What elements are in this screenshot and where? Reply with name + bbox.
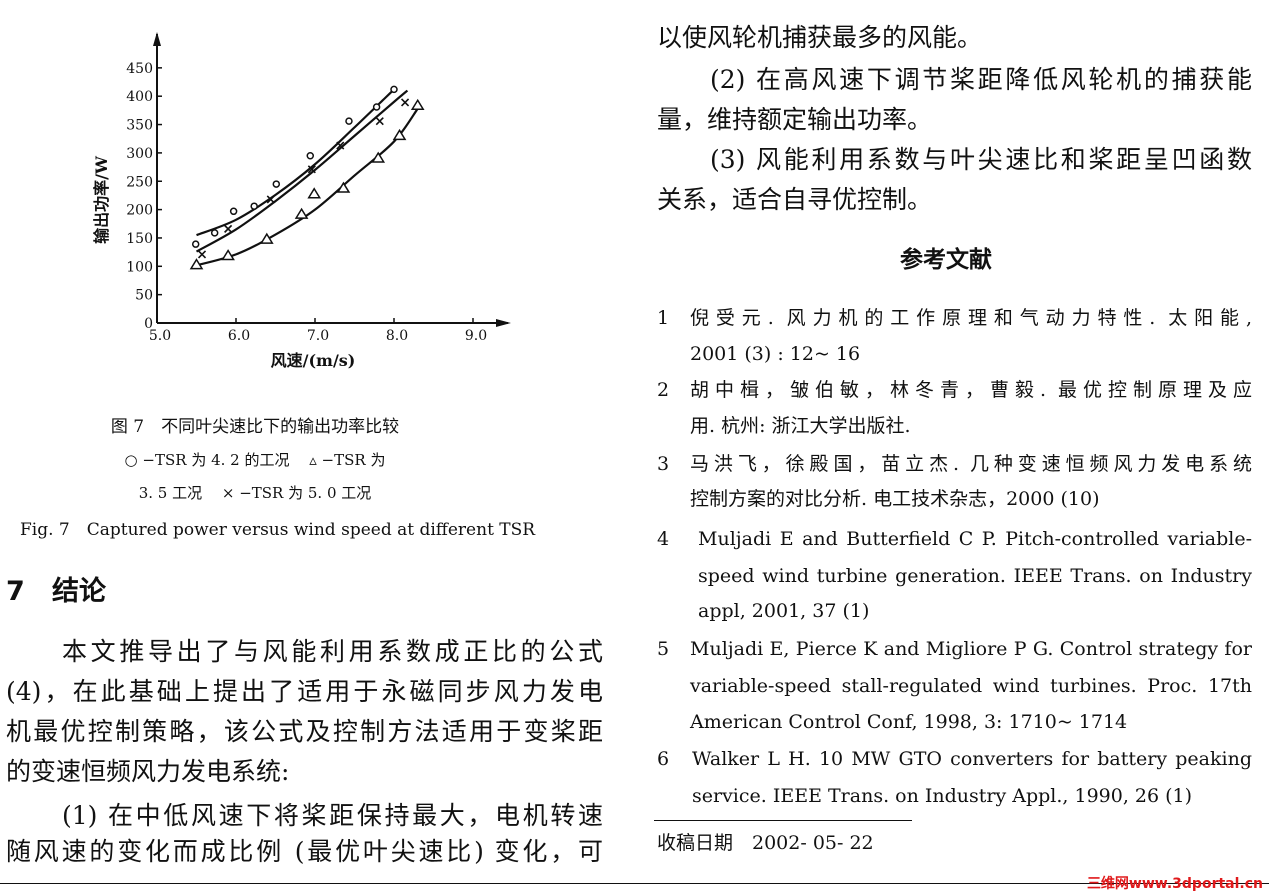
data-point-circle — [229, 207, 238, 216]
x-tick-label: 6.0 — [228, 328, 250, 344]
reference-line: service. IEEE Trans. on Industry Appl., … — [692, 785, 1193, 807]
reference-number: 5 — [657, 638, 670, 660]
paragraph-line: 本文推导出了与风能利用系数成正比的公式 — [62, 637, 603, 666]
reference-line: 胡中楫，皱伯敏，林冬青，曹毅. 最优控制原理及应 — [690, 379, 1252, 401]
data-point-triangle — [294, 207, 309, 219]
section-number: 7 — [6, 576, 25, 607]
received-date: 收稿日期 2002- 05- 22 — [657, 832, 874, 854]
paragraph-line: 随风速的变化而成比例 (最优叶尖速比) 变化，可 — [6, 837, 603, 866]
reference-line: 倪受元. 风力机的工作原理和气动力特性. 太阳能, — [690, 307, 1252, 329]
reference-line: 控制方案的对比分析. 电工技术杂志，2000 (10) — [690, 488, 1100, 510]
paragraph-line: (3) 风能利用系数与叶尖速比和桨距呈凹函数 — [710, 145, 1252, 174]
reference-line: variable-speed stall-regulated wind turb… — [690, 675, 1252, 697]
y-tick-label: 200 — [126, 203, 153, 219]
data-point-cross — [336, 141, 345, 150]
data-point-circle — [390, 85, 398, 94]
data-point-triangle — [371, 151, 386, 163]
data-point-triangle — [410, 98, 425, 111]
reference-line: appl, 2001, 37 (1) — [698, 600, 870, 622]
reference-line: Walker L H. 10 MW GTO converters for bat… — [692, 748, 1252, 770]
paragraph-line: 机最优控制策略，该公式及控制方法适用于变桨距 — [6, 717, 603, 746]
data-point-triangle — [259, 232, 274, 244]
watermark-logo: 三维网www.3dportal.cn — [1086, 876, 1263, 892]
data-point-cross — [400, 98, 410, 107]
data-point-circle — [345, 117, 353, 125]
paragraph-line: 以使风轮机捕获最多的风能。 — [657, 23, 983, 52]
paragraph-line: (2) 在高风速下调节桨距降低风轮机的捕获能 — [710, 65, 1252, 94]
figure-legend-line1: ○ −TSR 为 4. 2 的工况 ▵ −TSR 为 — [124, 451, 386, 469]
y-tick-label: 350 — [126, 118, 153, 134]
y-tick-label: 450 — [126, 61, 153, 77]
data-point-circle — [306, 151, 315, 160]
reference-number: 4 — [657, 528, 670, 550]
page-bottom-rule — [0, 883, 1269, 884]
x-tick-label: 9.0 — [465, 328, 487, 344]
x-axis-arrow — [496, 319, 511, 327]
y-axis-label: 输出功率/W — [92, 155, 111, 244]
data-point-circle — [210, 229, 219, 237]
paragraph-line: 关系，适合自寻优控制。 — [657, 185, 933, 214]
figure-caption-title: 图 7 不同叶尖速比下的输出功率比较 — [110, 417, 400, 437]
data-point-triangle — [221, 249, 235, 261]
power-vs-windspeed-chart: 0 50 100 150 200 250 300 350 400 450 5.0 6.0 7.0 8.0 9… — [92, 32, 511, 370]
paragraph-line: (4)，在此基础上提出了适用于永磁同步风力发电 — [6, 677, 603, 706]
section-title: 结论 — [52, 576, 106, 607]
x-tick-label: 5.0 — [149, 328, 171, 344]
reference-number: 2 — [657, 379, 670, 401]
y-tick-label: 400 — [126, 89, 153, 105]
data-point-cross — [197, 250, 207, 259]
reference-number: 1 — [657, 307, 670, 329]
data-point-circle — [191, 240, 200, 248]
reference-number: 3 — [657, 453, 670, 475]
data-point-cross — [307, 165, 316, 174]
y-tick-label: 150 — [126, 231, 153, 247]
data-point-cross — [266, 195, 275, 204]
data-point-triangle — [336, 181, 351, 193]
y-tick-label: 250 — [126, 174, 153, 190]
y-axis-arrow — [153, 32, 161, 46]
reference-line: American Control Conf, 1998, 3: 1710~ 17… — [690, 711, 1128, 733]
data-point-triangle — [307, 187, 322, 199]
data-point-circle — [272, 180, 281, 188]
reference-line: speed wind turbine generation. IEEE Tran… — [698, 565, 1252, 587]
references-heading: 参考文献 — [900, 247, 992, 273]
reference-line: 2001 (3) : 12~ 16 — [690, 343, 861, 365]
data-point-circle — [250, 202, 258, 210]
data-point-cross — [375, 117, 384, 126]
y-tick-label: 100 — [126, 259, 153, 275]
footnote-divider — [654, 820, 912, 821]
figure-legend-line2: 3. 5 工况 × −TSR 为 5. 0 工况 — [138, 484, 372, 502]
data-point-triangle — [392, 128, 407, 141]
paragraph-line: 量，维持额定输出功率。 — [657, 105, 933, 134]
fit-curve-cross — [195, 89, 409, 253]
y-tick-label: 300 — [126, 146, 153, 162]
reference-line: Muljadi E and Butterfield C P. Pitch-con… — [698, 528, 1252, 550]
reference-number: 6 — [657, 748, 670, 770]
reference-line: Muljadi E, Pierce K and Migliore P G. Co… — [690, 638, 1252, 660]
x-tick-label: 7.0 — [307, 328, 329, 344]
data-point-cross — [224, 224, 233, 233]
fit-curve-circle — [196, 88, 395, 237]
data-points — [189, 85, 425, 270]
reference-line: 用. 杭州: 浙江大学出版社. — [690, 415, 911, 437]
data-point-triangle — [189, 258, 204, 270]
y-tick-label: 50 — [135, 288, 153, 304]
x-axis-label: 风速/(m/s) — [271, 351, 356, 370]
figure-caption-english: Fig. 7 Captured power versus wind speed … — [20, 520, 536, 540]
axes: 0 50 100 150 200 250 300 350 400 450 5.0 6.0 7.0 8.0 9… — [126, 32, 511, 344]
data-point-circle — [372, 103, 381, 111]
fit-curve-triangle — [192, 108, 419, 268]
paragraph-line: (1) 在中低风速下将桨距保持最大，电机转速 — [62, 801, 603, 830]
fit-curves — [192, 88, 419, 268]
y-tick-label: 0 — [144, 316, 153, 332]
reference-line: 马洪飞，徐殿国，苗立杰. 几种变速恒频风力发电系统 — [690, 453, 1252, 475]
x-tick-label: 8.0 — [386, 328, 408, 344]
paragraph-line: 的变速恒频风力发电系统: — [6, 757, 290, 786]
